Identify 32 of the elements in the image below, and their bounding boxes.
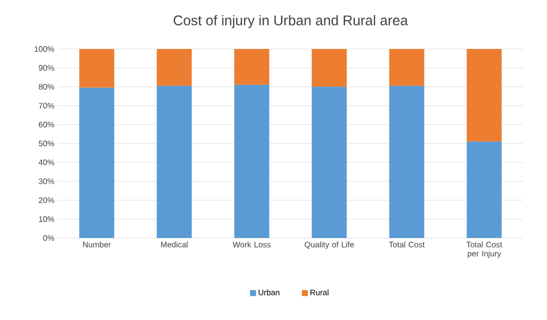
- x-tick-label: Total Cost: [388, 242, 425, 248]
- y-tick-label: 90%: [38, 65, 54, 71]
- y-tick-label: 100%: [34, 46, 54, 52]
- x-tick-label: Work Loss: [232, 242, 271, 248]
- y-tick-label: 10%: [39, 216, 54, 222]
- y-tick-label: 0%: [43, 235, 54, 241]
- bar: [466, 142, 502, 238]
- y-tick-label: 20%: [38, 197, 54, 204]
- bar: [156, 86, 192, 238]
- bar: [389, 86, 424, 238]
- bar: [79, 48, 114, 88]
- bar: [389, 48, 424, 86]
- bar: [156, 48, 192, 86]
- y-tick-label: 30%: [38, 178, 54, 184]
- bar: [234, 84, 270, 238]
- bar: [312, 48, 347, 87]
- y-tick-label: 70%: [38, 102, 54, 109]
- y-tick-label: 60%: [38, 122, 54, 128]
- x-tick-label: Medical: [161, 242, 188, 248]
- bar: [79, 88, 114, 238]
- x-tick-label: Quality of Life: [304, 242, 354, 249]
- bar: [466, 48, 502, 142]
- y-tick-label: 50%: [38, 140, 54, 146]
- bar: [312, 86, 347, 238]
- x-tick-label: Number: [83, 242, 111, 248]
- chart-title: Cost of injury in Urban and Rural area: [174, 15, 408, 28]
- y-tick-label: 80%: [38, 84, 54, 90]
- bar: [234, 48, 270, 85]
- legend-label: Urban: [258, 289, 280, 296]
- legend-label: Rural: [310, 289, 328, 296]
- y-tick-label: 40%: [38, 160, 54, 166]
- x-tick-label: Total Cost per Injury: [466, 242, 502, 258]
